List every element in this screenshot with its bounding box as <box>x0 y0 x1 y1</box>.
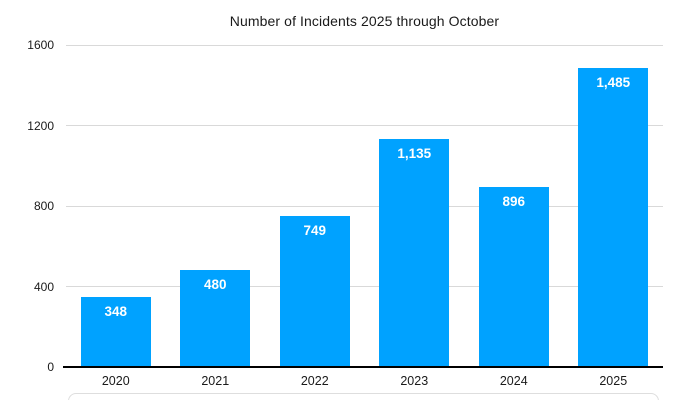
x-tick-label: 2024 <box>499 374 528 388</box>
y-tick-label: 400 <box>33 279 54 294</box>
bar-value-label: 1,135 <box>397 145 432 161</box>
bar-2020: 348 <box>80 296 151 367</box>
bar-value-label: 896 <box>502 193 526 209</box>
bar-value-label: 348 <box>104 303 128 319</box>
bar-value-label: 480 <box>203 277 227 293</box>
bar-2022: 749 <box>279 216 350 367</box>
bar-2021: 480 <box>180 270 251 367</box>
y-tick-label: 1200 <box>27 118 54 133</box>
gridline <box>66 125 663 126</box>
x-tick-label: 2021 <box>201 374 230 388</box>
x-tick-label: 2023 <box>400 374 429 388</box>
y-tick-label: 0 <box>47 360 54 374</box>
x-tick-label: 2020 <box>101 374 130 388</box>
chart-title: Number of Incidents 2025 through October <box>229 13 500 29</box>
plot-area: 348 480 749 1,135 896 1,485 <box>66 44 663 367</box>
y-tick-label: 800 <box>33 199 54 213</box>
y-tick-label: 1600 <box>27 38 54 52</box>
bar-value-label: 749 <box>303 223 327 239</box>
gridline <box>66 44 663 46</box>
x-axis-baseline <box>63 366 663 368</box>
x-tick-label: 2025 <box>599 374 628 388</box>
x-tick-label: 2022 <box>300 374 329 388</box>
cropped-panel-below-chart <box>68 393 659 400</box>
gridline <box>66 286 663 287</box>
bar-value-label: 1,485 <box>596 75 631 91</box>
bar-2024: 896 <box>478 186 549 367</box>
bar-2025: 1,485 <box>578 68 649 367</box>
gridline <box>66 205 663 207</box>
bar-2023: 1,135 <box>379 138 450 367</box>
